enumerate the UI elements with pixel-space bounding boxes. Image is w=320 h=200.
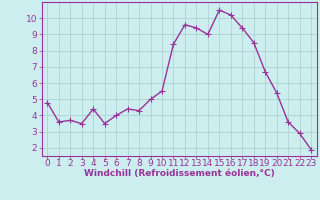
X-axis label: Windchill (Refroidissement éolien,°C): Windchill (Refroidissement éolien,°C) (84, 169, 275, 178)
